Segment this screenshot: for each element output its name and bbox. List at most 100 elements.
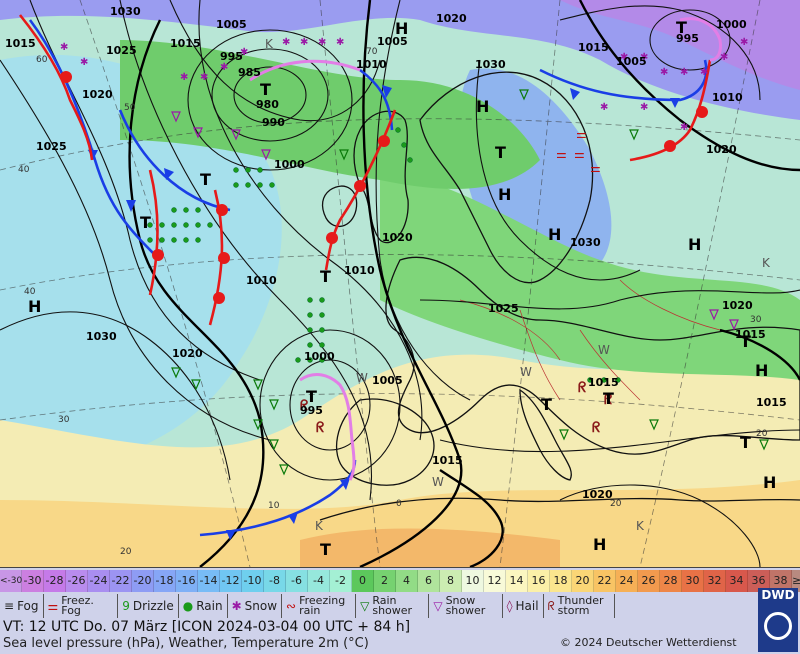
low-center-label: T <box>200 170 211 189</box>
rain-shower-symbol <box>279 464 289 476</box>
latitude-label: 70 <box>366 47 378 57</box>
scale-cell: 20 <box>572 570 594 592</box>
valid-time-label: VT: 12 UTC Do. 07 März [ICON 2024-03-04 … <box>3 619 411 635</box>
isobar-label: 1015 <box>432 454 463 467</box>
scale-cell: 22 <box>594 570 616 592</box>
isobar-label: 1020 <box>722 299 753 312</box>
thunderstorm-symbols: ᖇ ᖇ ᖇ ᖇ ᖇ <box>300 380 613 436</box>
temperature-field-arctic-deep <box>560 0 800 90</box>
rain-shower-symbol <box>253 379 263 391</box>
rain-dot <box>159 222 165 228</box>
map-description: Sea level pressure (hPa), Weather, Tempe… <box>3 636 369 651</box>
high-center-label: H <box>476 97 489 116</box>
longitude-label: 0 <box>396 499 402 509</box>
warm-air-marker: W <box>598 343 610 357</box>
rain-dot <box>183 207 189 213</box>
cold-front-triangle <box>382 85 392 98</box>
snow-symbol: ✱ <box>640 52 648 63</box>
longitude-label: 30 <box>750 315 762 325</box>
isobar-label: 1005 <box>372 374 403 387</box>
temperature-field-central-europe <box>380 170 800 380</box>
snow-symbol: ✱ <box>660 67 668 78</box>
isobar-thick-line <box>128 19 265 567</box>
high-center-label: H <box>763 473 776 492</box>
scale-cell: -16 <box>176 570 198 592</box>
snow-symbol: ✱ <box>680 67 688 78</box>
snow-shower-symbol <box>729 319 739 331</box>
snow-symbols: ✱ ✱ ✱ ✱ ✱ ✱ ✱ ✱ ✱ ✱ ✱ ✱ ✱ ✱ ✱ ✱ ✱ ✱ ✱ ✱ <box>60 37 748 133</box>
low-center-label: T <box>320 540 331 559</box>
rain-dot <box>601 377 607 383</box>
scale-cell: -12 <box>220 570 242 592</box>
weather-legend-icon: ● <box>182 599 194 613</box>
rain-dot <box>171 237 177 243</box>
isobar-low-ring <box>259 329 401 481</box>
isobar-line <box>419 289 800 310</box>
scale-cell: -26 <box>66 570 88 592</box>
weather-symbols: ✱ ✱ ✱ ✱ ✱ ✱ ✱ ✱ ✱ ✱ ✱ ✱ ✱ ✱ ✱ ✱ ✱ ✱ ✱ ✱ <box>60 37 769 476</box>
isobar-line <box>0 59 271 441</box>
isobar-label: 1015 <box>735 328 766 341</box>
warm-front-bump <box>152 249 164 261</box>
isobar-label: 995 <box>676 32 699 45</box>
copyright-notice: © 2024 Deutscher Wetterdienst <box>560 636 737 649</box>
isobar-label: 1020 <box>82 88 113 101</box>
scale-cell: 14 <box>506 570 528 592</box>
warm-front-semicircles <box>60 71 708 304</box>
freezing-fog-symbol: ⚌ <box>556 147 567 161</box>
isobar-thick-line <box>578 0 800 172</box>
weather-map: ✱ ✱ ✱ ✱ ✱ ✱ ✱ ✱ ✱ ✱ ✱ ✱ ✱ ✱ ✱ ✱ ✱ ✱ ✱ ✱ <box>0 0 800 567</box>
high-center-label: H <box>755 361 768 380</box>
freezing-fog-symbol: ⚌ <box>590 161 601 175</box>
scale-cell: 36 <box>748 570 770 592</box>
country-borders <box>459 279 721 401</box>
longitude-label: 20 <box>610 499 622 509</box>
cold-front <box>28 19 161 261</box>
scale-cell: ≥40 <box>792 570 800 592</box>
snow-symbol: ✱ <box>680 122 688 133</box>
thunderstorm-symbol: ᖇ <box>316 420 325 436</box>
rain-dot <box>295 357 301 363</box>
legend-panel: <-30 -30 -28 -26 -24 -22 -20 -18 -16 -14 -12 -10 -8-… <box>0 567 800 654</box>
rain-dot <box>615 377 621 383</box>
cold-front-triangle <box>226 530 236 540</box>
occluded-front <box>299 373 356 481</box>
snow-symbol: ✱ <box>640 102 648 113</box>
weather-legend-icon: ◊ <box>506 599 513 613</box>
rain-shower-symbol <box>191 379 201 391</box>
weather-legend-icon: 9 <box>122 599 130 613</box>
isobar-label: 995 <box>300 404 323 417</box>
rain-dot <box>319 297 325 303</box>
snow-symbol: ✱ <box>300 37 308 48</box>
weather-symbol-legend: ≡ Fog ⚌ Freez. Fog 9 Drizzle ● Rain ✱ Snow ∾ Freezi… <box>0 594 615 618</box>
rain-dot <box>171 207 177 213</box>
warm-front <box>148 169 159 296</box>
snow-symbol: ✱ <box>180 72 188 83</box>
isobar-label: 1000 <box>716 18 747 31</box>
latitude-label: 20 <box>120 547 132 557</box>
coastline-italy <box>519 388 572 481</box>
weather-legend-icon: ≡ <box>4 599 15 613</box>
rain-dot <box>195 222 201 228</box>
temperature-field-green-north <box>120 40 540 189</box>
warm-front-bump <box>664 140 676 152</box>
scale-cell: 12 <box>484 570 506 592</box>
latitude-label: 40 <box>18 165 30 175</box>
warm-front <box>629 59 712 162</box>
isobar-label: 1000 <box>274 158 305 171</box>
latitude-label: 30 <box>58 415 70 425</box>
snow-shower-symbol <box>261 149 271 161</box>
scale-cell: -2 <box>330 570 352 592</box>
isobar-labels: 1030 1015 1025 1005 1015 1020 1005 995 9… <box>5 5 787 501</box>
isobar-label: 1020 <box>582 488 613 501</box>
cold-front-triangle <box>670 98 680 108</box>
scale-cell: -18 <box>154 570 176 592</box>
isobar-label: 1005 <box>216 18 247 31</box>
latitude-label: 60 <box>36 55 48 65</box>
graticule-line <box>639 0 761 567</box>
graticule <box>0 0 800 567</box>
snow-symbol: ✱ <box>60 42 68 53</box>
cold-warm-markers: K K K K W W W W <box>265 37 771 533</box>
weather-legend-icon: ⚌ <box>47 599 59 613</box>
scale-cell: 24 <box>616 570 638 592</box>
